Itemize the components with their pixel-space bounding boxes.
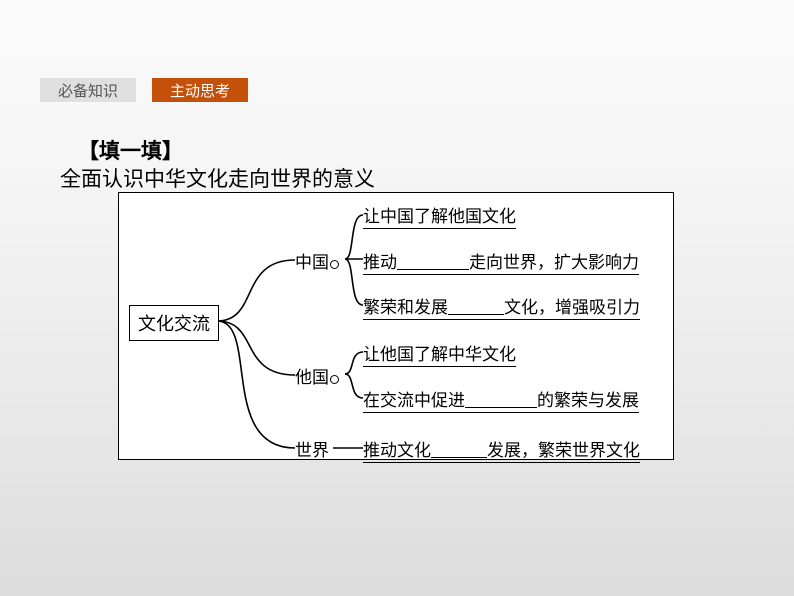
- level1-node-china: 中国: [295, 248, 339, 273]
- section-heading: 【填一填】: [78, 135, 183, 165]
- concept-map: 文化交流 中国他国世界 让中国了解他国文化推动 走向世界，扩大影响力繁荣和发展 文化，…: [118, 192, 674, 460]
- leaf-node: 让中国了解他国文化: [363, 202, 516, 229]
- section-subtitle: 全面认识中华文化走向世界的意义: [60, 163, 375, 193]
- fill-blank[interactable]: [448, 297, 504, 315]
- tab-active-thinking[interactable]: 主动思考: [152, 78, 248, 102]
- leaf-text: 推动文化: [363, 441, 431, 460]
- leaf-text: 推动: [363, 253, 397, 272]
- leaf-node: 推动 走向世界，扩大影响力: [363, 248, 639, 275]
- leaf-node: 在交流中促进 的繁荣与发展: [363, 386, 639, 413]
- leaf-text: 让他国了解中华文化: [363, 345, 516, 364]
- leaf-text: 文化，增强吸引力: [504, 298, 640, 317]
- leaf-node: 让他国了解中华文化: [363, 340, 516, 367]
- branch-node-icon: [330, 375, 339, 384]
- leaf-text: 的繁荣与发展: [537, 391, 639, 410]
- branch-node-icon: [330, 260, 339, 269]
- tab-bar: 必备知识 主动思考: [40, 78, 248, 102]
- leaf-node: 推动文化 发展，繁荣世界文化: [363, 436, 640, 463]
- level1-node-world: 世界: [295, 436, 329, 461]
- tab-required-knowledge[interactable]: 必备知识: [40, 78, 136, 102]
- level1-node-other: 他国: [295, 363, 339, 388]
- leaf-text: 在交流中促进: [363, 391, 465, 410]
- leaf-text: 发展，繁荣世界文化: [487, 441, 640, 460]
- root-node: 文化交流: [129, 305, 219, 341]
- fill-blank[interactable]: [465, 390, 537, 408]
- leaf-text: 繁荣和发展: [363, 298, 448, 317]
- leaf-text: 走向世界，扩大影响力: [469, 253, 639, 272]
- leaf-text: 让中国了解他国文化: [363, 207, 516, 226]
- fill-blank[interactable]: [397, 252, 469, 270]
- fill-blank[interactable]: [431, 440, 487, 458]
- leaf-node: 繁荣和发展 文化，增强吸引力: [363, 293, 640, 320]
